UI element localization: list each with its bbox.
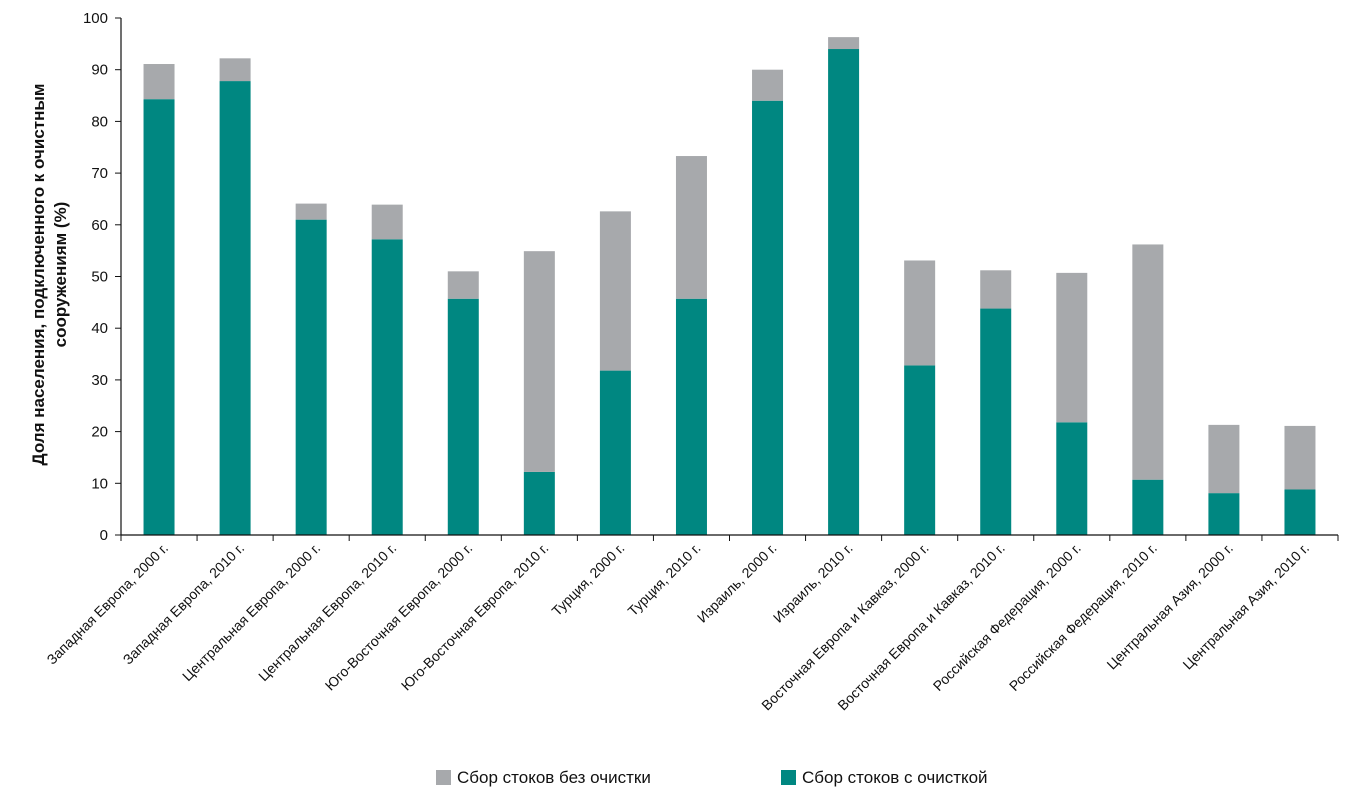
x-category-label: Центральная Азия, 2000 г. [1103,540,1236,673]
bar-treated [143,99,175,535]
bar-treated [523,471,555,535]
bar-untreated [143,64,175,100]
y-tick-label: 80 [91,113,108,130]
legend-label-treated: Сбор стоков с очисткой [802,768,988,787]
bar-untreated [904,260,936,366]
y-tick-label: 60 [91,217,108,234]
bar-untreated [675,156,707,299]
bar-untreated [599,211,631,371]
y-tick-label: 10 [91,475,108,492]
y-tick-label: 40 [91,320,108,337]
bar-untreated [828,37,860,50]
bar-untreated [752,69,784,101]
y-tick-label: 70 [91,165,108,182]
y-axis-title-line-1: Доля населения, подключенного к очистным [29,84,48,466]
bar-untreated [295,203,327,220]
bar-treated [752,100,784,535]
bars-group [143,37,1316,536]
bar-untreated [980,270,1012,309]
y-axis-title: Доля населения, подключенного к очистным… [29,84,70,466]
y-tick-label: 100 [83,10,108,27]
bar-untreated [523,251,555,472]
x-category-label: Западная Европа, 2000 г. [43,540,171,668]
x-category-label: Юго-Восточная Европа, 2000 г. [322,540,476,694]
bar-treated [1208,493,1240,535]
bar-treated [675,298,707,535]
x-category-label: Российская Федерация, 2000 г. [930,540,1084,694]
x-category-label: Восточная Европа и Кавказ, 2000 г. [758,540,932,714]
bar-untreated [219,58,251,82]
bar-treated [1056,422,1088,535]
bar-treated [1132,479,1164,535]
x-category-label: Израиль, 2010 г. [770,540,856,626]
x-category-label: Израиль, 2000 г. [694,540,780,626]
bar-untreated [371,204,403,240]
bar-treated [371,239,403,535]
y-tick-label: 50 [91,269,108,286]
legend: Сбор стоков без очистки Сбор стоков с оч… [436,768,988,787]
y-tick-label: 20 [91,424,108,441]
bar-treated [219,81,251,535]
x-category-label: Центральная Европа, 2010 г. [255,540,399,684]
bar-treated [828,49,860,536]
legend-label-untreated: Сбор стоков без очистки [457,768,651,787]
x-axis-labels: Западная Европа, 2000 г.Западная Европа,… [43,540,1312,714]
bar-untreated [1208,424,1240,494]
bar-treated [1284,489,1316,535]
legend-swatch-untreated [436,770,451,785]
bar-untreated [1056,272,1088,423]
bar-treated [295,219,327,535]
x-category-label: Турция, 2010 г. [624,540,703,619]
y-tick-label: 0 [100,527,108,544]
x-category-label: Центральная Азия, 2010 г. [1179,540,1312,673]
bar-untreated [1284,425,1316,490]
x-category-label: Турция, 2000 г. [548,540,627,619]
x-category-label: Западная Европа, 2010 г. [120,540,248,668]
bar-untreated [447,271,479,299]
y-tick-label: 90 [91,62,108,79]
bar-treated [980,308,1012,535]
bar-treated [904,365,936,535]
x-category-label: Восточная Европа и Кавказ, 2010 г. [834,540,1008,714]
bar-untreated [1132,244,1164,480]
bar-treated [447,298,479,535]
bar-treated [599,370,631,535]
axes [120,18,1339,541]
x-category-label: Юго-Восточная Европа, 2010 г. [398,540,552,694]
y-tick-label: 30 [91,372,108,389]
x-category-label: Центральная Европа, 2000 г. [179,540,323,684]
legend-swatch-treated [781,770,796,785]
y-axis-title-line-2: сооружениям (%) [51,202,70,348]
x-category-label: Российская Федерация, 2010 г. [1006,540,1160,694]
y-axis-ticks: 0 10 20 30 40 50 60 70 80 90 100 [83,10,121,544]
